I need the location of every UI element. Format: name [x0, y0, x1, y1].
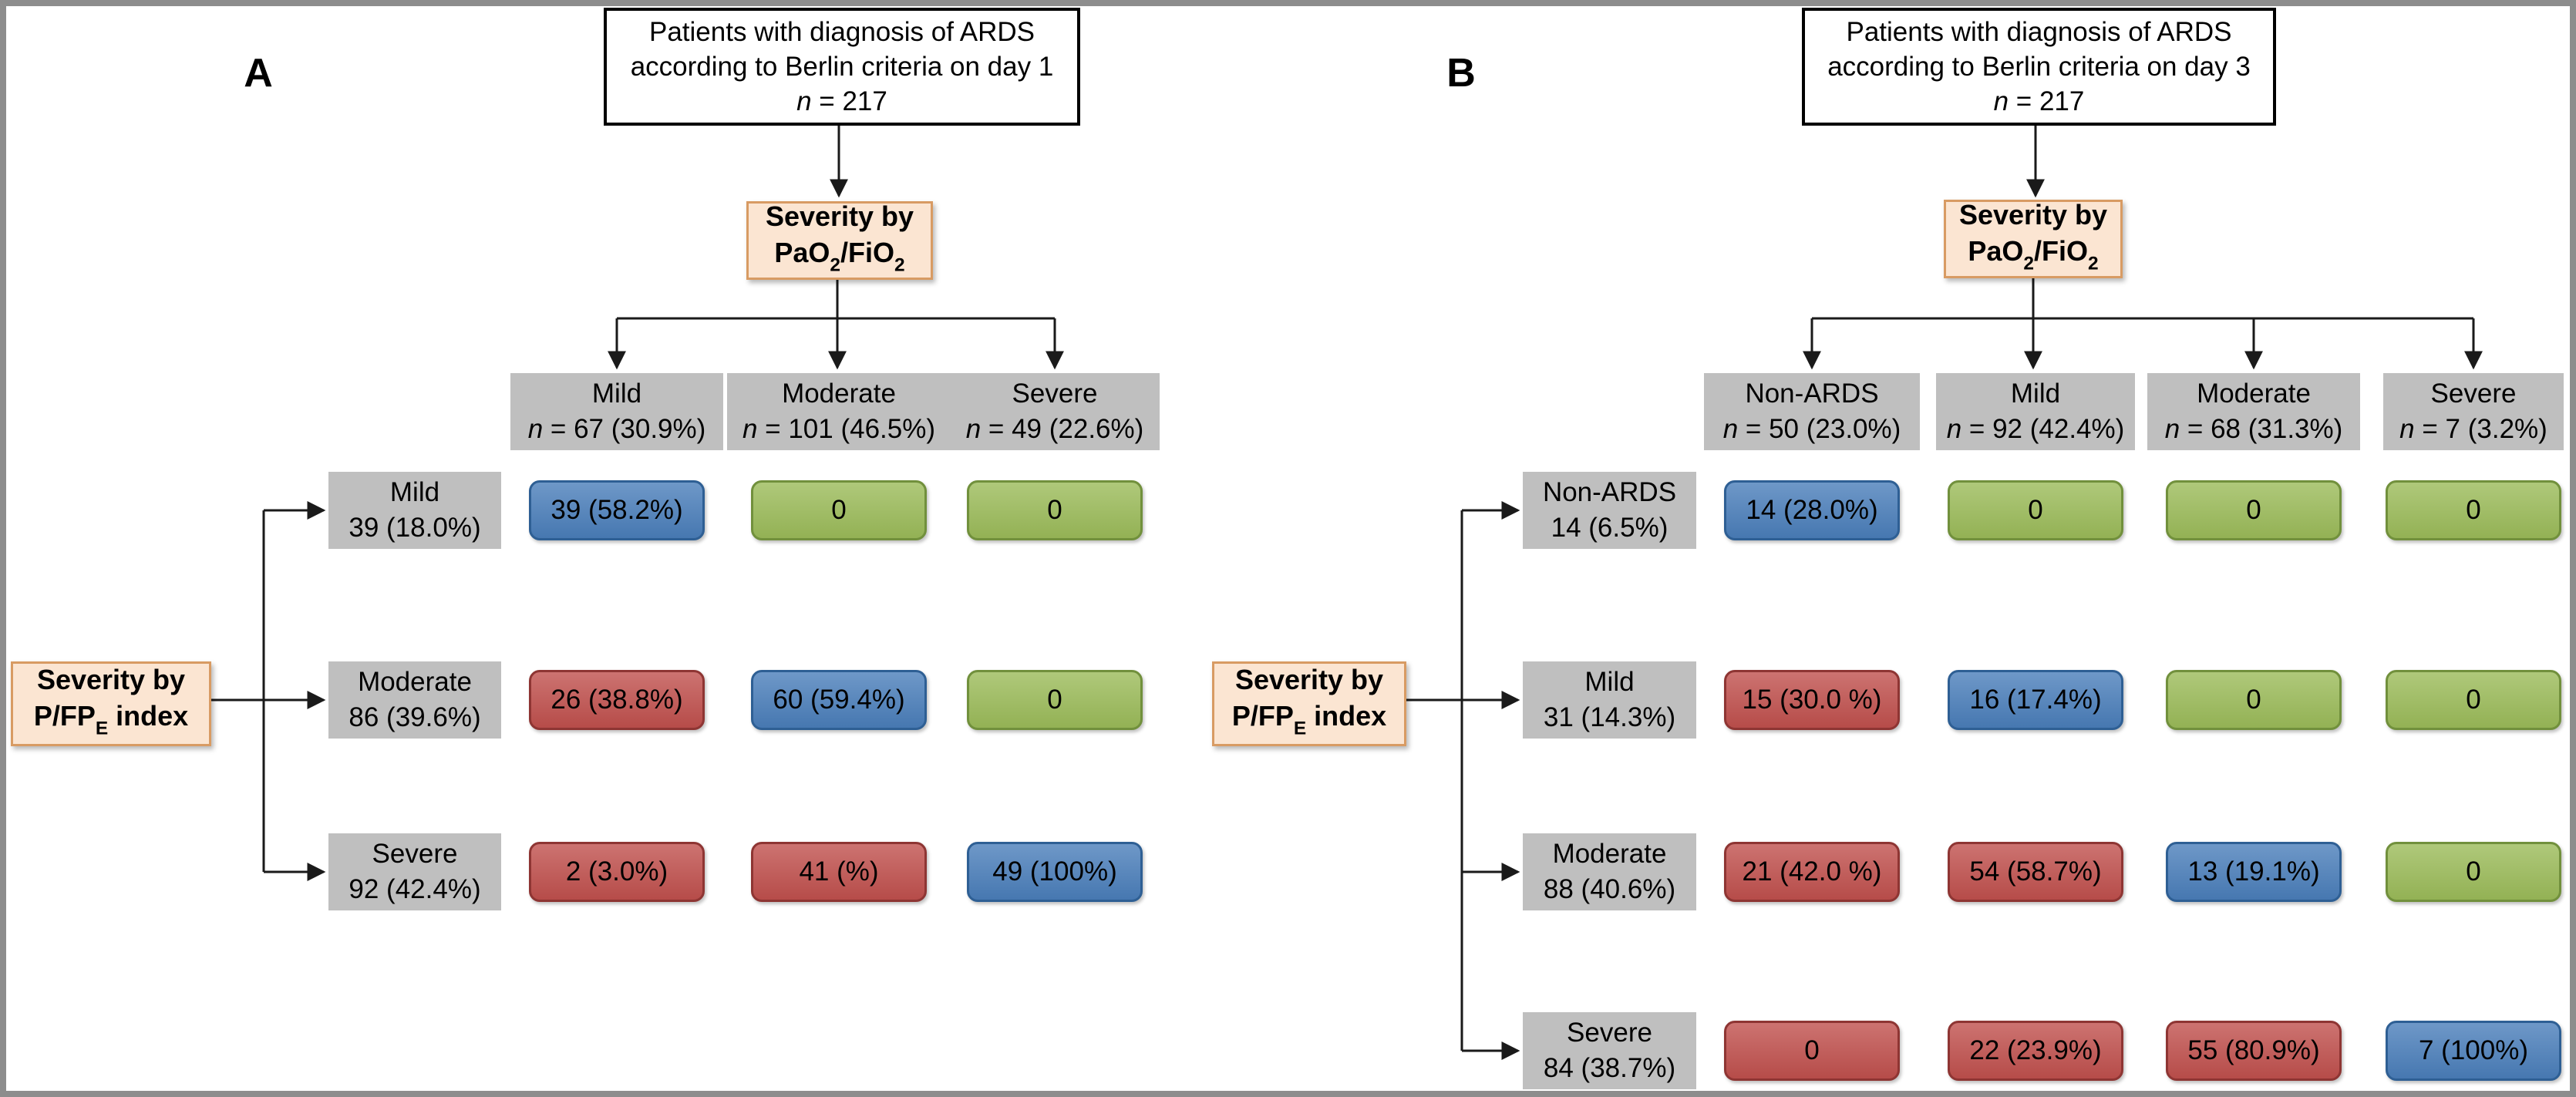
panel-b-top-n: n = 217	[1993, 86, 2085, 116]
panel-b-top-line2: according to Berlin criteria on day 3	[1827, 52, 2251, 82]
cell-a-r1c3: 0	[967, 480, 1143, 540]
cell-b-r4c2: 22 (23.9%)	[1948, 1021, 2123, 1081]
panel-b-row-header-mild: Mild 31 (14.3%)	[1523, 661, 1696, 739]
panel-a-row-header-severe: Severe 92 (42.4%)	[328, 833, 501, 910]
panel-a-row-axis-box: Severity by P/FPE index	[11, 661, 211, 746]
panel-b-col-header-moderate: Moderate n = 68 (31.3%)	[2147, 373, 2360, 450]
panel-b-row-header-moderate: Moderate 88 (40.6%)	[1523, 833, 1696, 910]
panel-a-label: A	[244, 51, 273, 96]
panel-a-row-header-mild: Mild 39 (18.0%)	[328, 472, 501, 549]
panel-a-col-header-severe: Severe n = 49 (22.6%)	[950, 373, 1160, 450]
panel-b-row-header-nonards: Non-ARDS 14 (6.5%)	[1523, 472, 1696, 549]
panel-a-col-header-moderate: Moderate n = 101 (46.5%)	[727, 373, 951, 450]
cell-b-r2c3: 0	[2166, 670, 2342, 730]
panel-b-row-header-severe: Severe 84 (38.7%)	[1523, 1012, 1696, 1089]
cell-a-r3c2: 41 (%)	[751, 842, 927, 902]
panel-a-top-line2: according to Berlin criteria on day 1	[630, 52, 1054, 82]
cell-b-r3c1: 21 (42.0 %)	[1724, 842, 1900, 902]
panel-a-top-box: Patients with diagnosis of ARDS accordin…	[604, 8, 1080, 126]
cell-a-r1c1: 39 (58.2%)	[529, 480, 705, 540]
panel-b-row-axis-box: Severity by P/FPE index	[1212, 661, 1406, 746]
panel-b-col-axis-line2: PaO2/FiO2	[1968, 234, 2099, 274]
panel-b-label: B	[1446, 51, 1476, 96]
cell-a-r1c2: 0	[751, 480, 927, 540]
cell-a-r3c3: 49 (100%)	[967, 842, 1143, 902]
cell-b-r3c4: 0	[2386, 842, 2561, 902]
panel-b-top-line1: Patients with diagnosis of ARDS	[1846, 17, 2232, 47]
cell-b-r4c3: 55 (80.9%)	[2166, 1021, 2342, 1081]
panel-b-col-header-severe: Severe n = 7 (3.2%)	[2383, 373, 2564, 450]
panel-b-col-axis-box: Severity by PaO2/FiO2	[1944, 198, 2123, 278]
cell-b-r1c3: 0	[2166, 480, 2342, 540]
panel-b-col-header-mild: Mild n = 92 (42.4%)	[1936, 373, 2135, 450]
panel-a-top-line1: Patients with diagnosis of ARDS	[649, 17, 1035, 47]
cell-b-r2c4: 0	[2386, 670, 2561, 730]
cell-b-r1c4: 0	[2386, 480, 2561, 540]
cell-b-r1c1: 14 (28.0%)	[1724, 480, 1900, 540]
panel-a-col-axis-box: Severity by PaO2/FiO2	[746, 200, 933, 280]
panel-b-row-axis-line1: Severity by	[1234, 663, 1384, 695]
cell-b-r2c1: 15 (30.0 %)	[1724, 670, 1900, 730]
panel-a-row-axis-line2: P/FPE index	[33, 699, 189, 739]
cell-a-r2c2: 60 (59.4%)	[751, 670, 927, 730]
cell-b-r1c2: 0	[1948, 480, 2123, 540]
panel-a-col-header-mild: Mild n = 67 (30.9%)	[510, 373, 723, 450]
panel-a-col-axis-line1: Severity by	[765, 200, 914, 232]
cell-a-r2c3: 0	[967, 670, 1143, 730]
panel-a-col-axis-line2: PaO2/FiO2	[774, 236, 905, 276]
panel-a-top-n: n = 217	[796, 86, 887, 116]
panel-b-col-axis-line1: Severity by	[1958, 198, 2108, 231]
cell-b-r3c2: 54 (58.7%)	[1948, 842, 2123, 902]
panel-a-row-header-moderate: Moderate 86 (39.6%)	[328, 661, 501, 739]
cell-b-r2c2: 16 (17.4%)	[1948, 670, 2123, 730]
panel-a-row-axis-line1: Severity by	[36, 663, 186, 695]
cell-a-r3c1: 2 (3.0%)	[529, 842, 705, 902]
cell-b-r3c3: 13 (19.1%)	[2166, 842, 2342, 902]
panel-b-top-box: Patients with diagnosis of ARDS accordin…	[1802, 8, 2276, 126]
cell-b-r4c1: 0	[1724, 1021, 1900, 1081]
cell-a-r2c1: 26 (38.8%)	[529, 670, 705, 730]
panel-b-row-axis-line2: P/FPE index	[1231, 699, 1387, 739]
panel-b-col-header-nonards: Non-ARDS n = 50 (23.0%)	[1704, 373, 1920, 450]
cell-b-r4c4: 7 (100%)	[2386, 1021, 2561, 1081]
